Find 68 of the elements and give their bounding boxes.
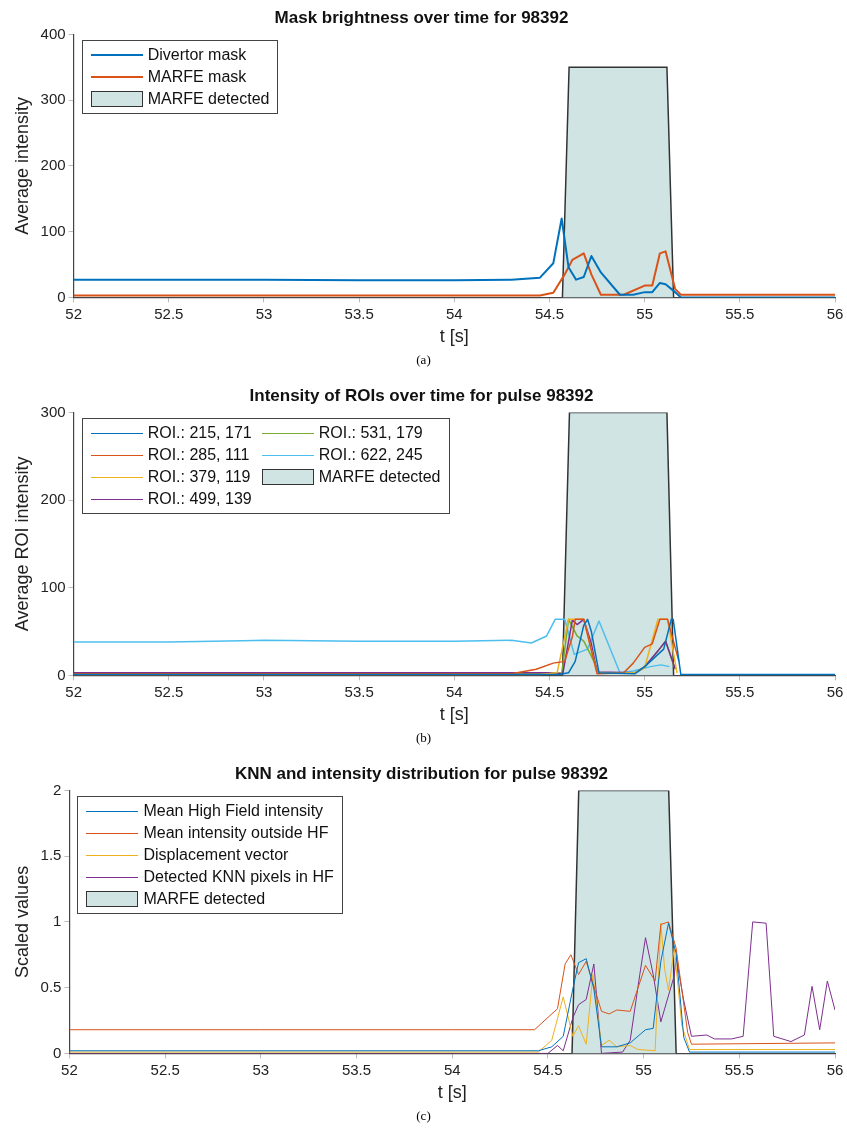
- y-tick-label: 200: [40, 156, 66, 174]
- x-tick-label: 53.5: [344, 304, 374, 322]
- x-tick-label: 52: [61, 1060, 78, 1078]
- legend-label: Mean intensity outside HF: [143, 823, 329, 844]
- y-tick-label: 100: [40, 577, 66, 595]
- x-tick-label: 55.5: [725, 304, 755, 322]
- legend-label: ROI.: 215, 171: [147, 423, 252, 444]
- text: (c): [415, 1108, 432, 1124]
- x-tick-label: 54.5: [533, 1060, 563, 1078]
- legend-label: Detected KNN pixels in HF: [143, 867, 334, 888]
- legend-label: ROI.: 379, 119: [147, 467, 251, 488]
- y-tick-label: 1: [53, 912, 62, 930]
- chart-title: Mask brightness over time for 98392: [274, 7, 569, 27]
- text: (b): [414, 730, 433, 746]
- chart-title: Intensity of ROIs over time for pulse 98392: [249, 385, 594, 405]
- y-tick-label: 300: [40, 90, 66, 108]
- x-tick-label: 56: [826, 1060, 844, 1078]
- x-tick-label: 55: [636, 682, 653, 700]
- y-axis-title: Scaled values: [11, 865, 32, 978]
- text: (a): [415, 352, 432, 368]
- legend-label: MARFE detected: [147, 89, 270, 110]
- x-tick-label: 55: [636, 304, 653, 322]
- y-tick-label: 200: [40, 490, 66, 508]
- y-tick-label: 100: [40, 221, 66, 239]
- y-axis-title: Average ROI intensity: [11, 456, 32, 632]
- x-tick-label: 53.5: [344, 682, 374, 700]
- legend-label: Displacement vector: [143, 845, 289, 866]
- legend-label: MARFE detected: [143, 889, 266, 910]
- x-tick-label: 52.5: [150, 1060, 180, 1078]
- y-axis-title: Average intensity: [11, 97, 32, 235]
- x-tick-label: 53: [255, 304, 273, 322]
- x-tick-label: 52.5: [154, 682, 184, 700]
- legend-label: ROI.: 499, 139: [147, 489, 252, 510]
- y-tick-label: 0: [57, 287, 66, 305]
- legend-label: ROI.: 622, 245: [318, 445, 423, 466]
- x-tick-label: 54.5: [534, 682, 565, 700]
- x-tick-label: 54.5: [534, 304, 565, 322]
- x-tick-label: 53: [252, 1060, 270, 1078]
- y-tick-label: 2: [53, 780, 62, 798]
- x-tick-label: 55.5: [725, 682, 755, 700]
- y-tick-label: 0: [53, 1043, 62, 1061]
- x-tick-label: 56: [826, 304, 844, 322]
- y-tick-label: 0.5: [40, 977, 62, 995]
- legend-label: Divertor mask: [147, 45, 247, 66]
- y-tick-label: 300: [40, 402, 66, 420]
- legend-label: MARFE mask: [147, 67, 247, 88]
- x-tick-label: 54: [443, 1060, 461, 1078]
- y-tick-label: 400: [40, 24, 66, 42]
- y-tick-label: 1.5: [40, 846, 62, 864]
- legend-label: MARFE detected: [318, 467, 441, 488]
- x-tick-label: 56: [826, 682, 844, 700]
- x-tick-label: 53: [255, 682, 273, 700]
- x-tick-label: 52: [65, 682, 82, 700]
- legend-label: ROI.: 285, 111: [147, 445, 250, 466]
- x-axis-title: t [s]: [437, 1082, 467, 1103]
- x-tick-label: 52.5: [154, 304, 184, 322]
- legend-label: ROI.: 531, 179: [318, 423, 423, 444]
- x-axis-title: t [s]: [439, 326, 469, 347]
- chart-title: KNN and intensity distribution for pulse 98392: [234, 763, 609, 783]
- y-tick-label: 0: [57, 665, 66, 683]
- x-tick-label: 55.5: [724, 1060, 754, 1078]
- x-axis-title: t [s]: [439, 704, 469, 725]
- x-tick-label: 55: [635, 1060, 652, 1078]
- x-tick-label: 53.5: [341, 1060, 372, 1078]
- x-tick-label: 54: [445, 304, 463, 322]
- legend-label: Mean High Field intensity: [143, 801, 324, 822]
- x-tick-label: 54: [445, 682, 463, 700]
- x-tick-label: 52: [65, 304, 82, 322]
